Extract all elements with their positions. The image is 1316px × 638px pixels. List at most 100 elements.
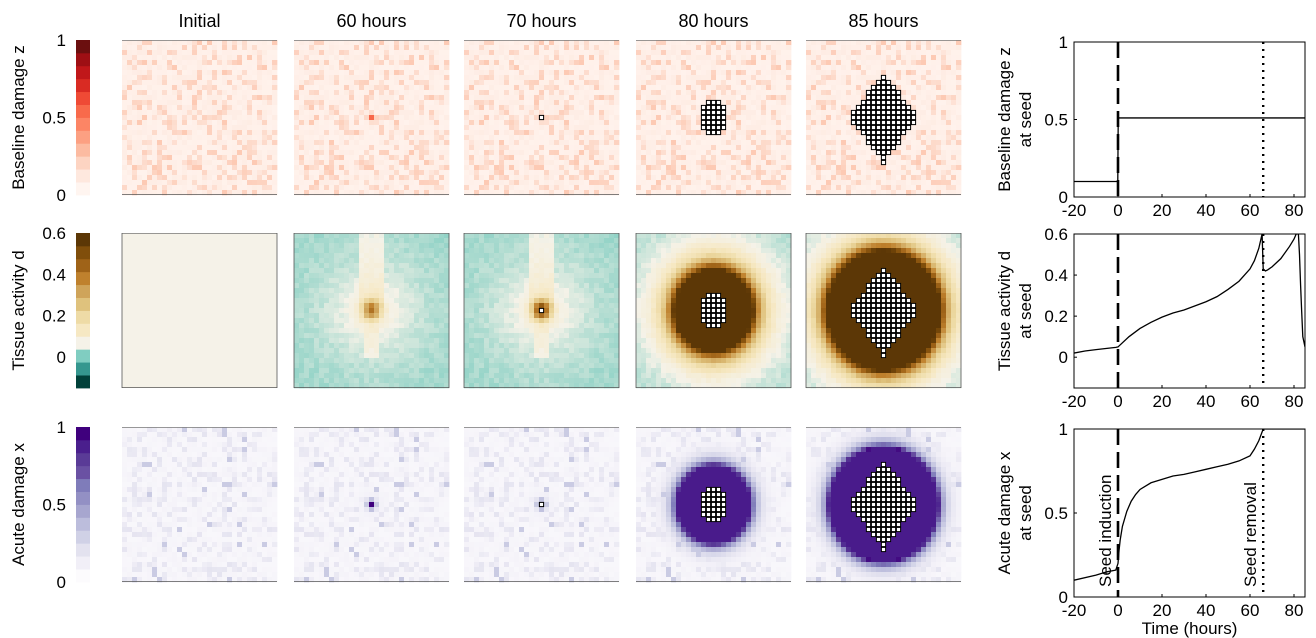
heatmap-cell bbox=[826, 100, 832, 106]
heatmap-cell bbox=[741, 145, 747, 151]
heatmap-cell bbox=[227, 85, 233, 91]
heatmap-cell bbox=[701, 175, 707, 181]
heatmap-cell bbox=[399, 185, 405, 191]
heatmap-cell bbox=[237, 55, 243, 61]
heatmap-cell bbox=[272, 90, 278, 96]
heatmap-cell bbox=[549, 70, 555, 76]
heatmap-cell bbox=[524, 175, 530, 181]
heatmap-cell bbox=[741, 125, 747, 131]
heatmap-cell bbox=[359, 80, 365, 86]
heatmap-cell bbox=[324, 180, 330, 186]
heatmap-cell bbox=[354, 150, 360, 156]
heatmap-cell bbox=[826, 110, 832, 116]
heatmap-cell bbox=[946, 100, 952, 106]
heatmap-cell bbox=[926, 45, 932, 51]
heatmap-cell bbox=[519, 80, 525, 86]
heatmap-cell bbox=[227, 50, 233, 56]
heatmap-cell bbox=[646, 185, 652, 191]
heatmap-cell bbox=[921, 150, 927, 156]
heatmap-cell bbox=[389, 90, 395, 96]
heatmap-cell bbox=[434, 80, 440, 86]
heatmap-cell bbox=[594, 165, 600, 171]
heatmap-cell bbox=[529, 145, 535, 151]
heatmap-cell bbox=[262, 75, 268, 81]
heatmap-cell bbox=[881, 40, 887, 46]
heatmap-cell bbox=[549, 130, 555, 136]
heatmap-cell bbox=[257, 150, 263, 156]
heatmap-cell bbox=[736, 190, 742, 196]
heatmap-cell bbox=[217, 170, 223, 176]
heatmap-cell bbox=[956, 120, 962, 126]
heatmap-cell bbox=[776, 180, 782, 186]
damaged-cell bbox=[885, 99, 892, 106]
heatmap-cell bbox=[771, 125, 777, 131]
heatmap-cell bbox=[157, 130, 163, 136]
heatmap-cell bbox=[157, 115, 163, 121]
heatmap-cell bbox=[569, 100, 575, 106]
heatmap-cell bbox=[761, 70, 767, 76]
heatmap-cell bbox=[731, 40, 737, 46]
heatmap-cell bbox=[142, 190, 148, 196]
heatmap-cell bbox=[589, 50, 595, 56]
heatmap-cell bbox=[574, 105, 580, 111]
heatmap-cell bbox=[509, 95, 515, 101]
heatmap-cell bbox=[741, 105, 747, 111]
heatmap-cell bbox=[272, 50, 278, 56]
heatmap-cell bbox=[429, 45, 435, 51]
heatmap-cell bbox=[142, 70, 148, 76]
heatmap-cell bbox=[604, 50, 610, 56]
heatmap-cell bbox=[746, 155, 752, 161]
heatmap-cell bbox=[594, 185, 600, 191]
heatmap-cell bbox=[197, 100, 203, 106]
heatmap-cell bbox=[661, 95, 667, 101]
heatmap-cell bbox=[539, 125, 545, 131]
heatmap-cell bbox=[951, 165, 957, 171]
heatmap-cell bbox=[906, 150, 912, 156]
heatmap-cell bbox=[232, 55, 238, 61]
heatmap-cell bbox=[187, 60, 193, 66]
heatmap-cell bbox=[851, 70, 857, 76]
heatmap-cell bbox=[394, 180, 400, 186]
heatmap-cell bbox=[434, 165, 440, 171]
heatmap-cell bbox=[252, 85, 258, 91]
heatmap-cell bbox=[252, 50, 258, 56]
heatmap-cell bbox=[479, 115, 485, 121]
heatmap-cell bbox=[851, 55, 857, 61]
heatmap-cell bbox=[569, 130, 575, 136]
heatmap-cell bbox=[651, 115, 657, 121]
colorbar-tick-label: 0.4 bbox=[42, 265, 66, 284]
heatmap-cell bbox=[504, 50, 510, 56]
heatmap-cell bbox=[604, 90, 610, 96]
heatmap-cell bbox=[304, 185, 310, 191]
heatmap-cell bbox=[339, 120, 345, 126]
heatmap-cell bbox=[891, 65, 897, 71]
heatmap-cell bbox=[569, 135, 575, 141]
heatmap-cell bbox=[554, 115, 560, 121]
heatmap-cell bbox=[756, 120, 762, 126]
heatmap-cell bbox=[646, 65, 652, 71]
heatmap-cell bbox=[419, 165, 425, 171]
heatmap-cell bbox=[197, 155, 203, 161]
heatmap-cell bbox=[232, 110, 238, 116]
heatmap-cell bbox=[806, 165, 812, 171]
heatmap-cell bbox=[671, 185, 677, 191]
heatmap-cell bbox=[147, 55, 153, 61]
heatmap-cell bbox=[212, 125, 218, 131]
heatmap-cell bbox=[182, 75, 188, 81]
heatmap-cell bbox=[519, 95, 525, 101]
heatmap-cell bbox=[257, 75, 263, 81]
heatmap-cell bbox=[187, 135, 193, 141]
heatmap-cell bbox=[434, 100, 440, 106]
heatmap-cell bbox=[237, 145, 243, 151]
heatmap-cell bbox=[866, 85, 872, 91]
heatmap-cell bbox=[132, 55, 138, 61]
heatmap-cell bbox=[222, 135, 228, 141]
heatmap-cell bbox=[384, 80, 390, 86]
heatmap-cell bbox=[132, 40, 138, 46]
heatmap-cell bbox=[771, 105, 777, 111]
heatmap-cell bbox=[941, 160, 947, 166]
column-title-2: 70 hours bbox=[506, 11, 576, 31]
colorbar-swatch bbox=[76, 336, 90, 350]
heatmap-cell bbox=[926, 105, 932, 111]
heatmap-cell bbox=[384, 165, 390, 171]
